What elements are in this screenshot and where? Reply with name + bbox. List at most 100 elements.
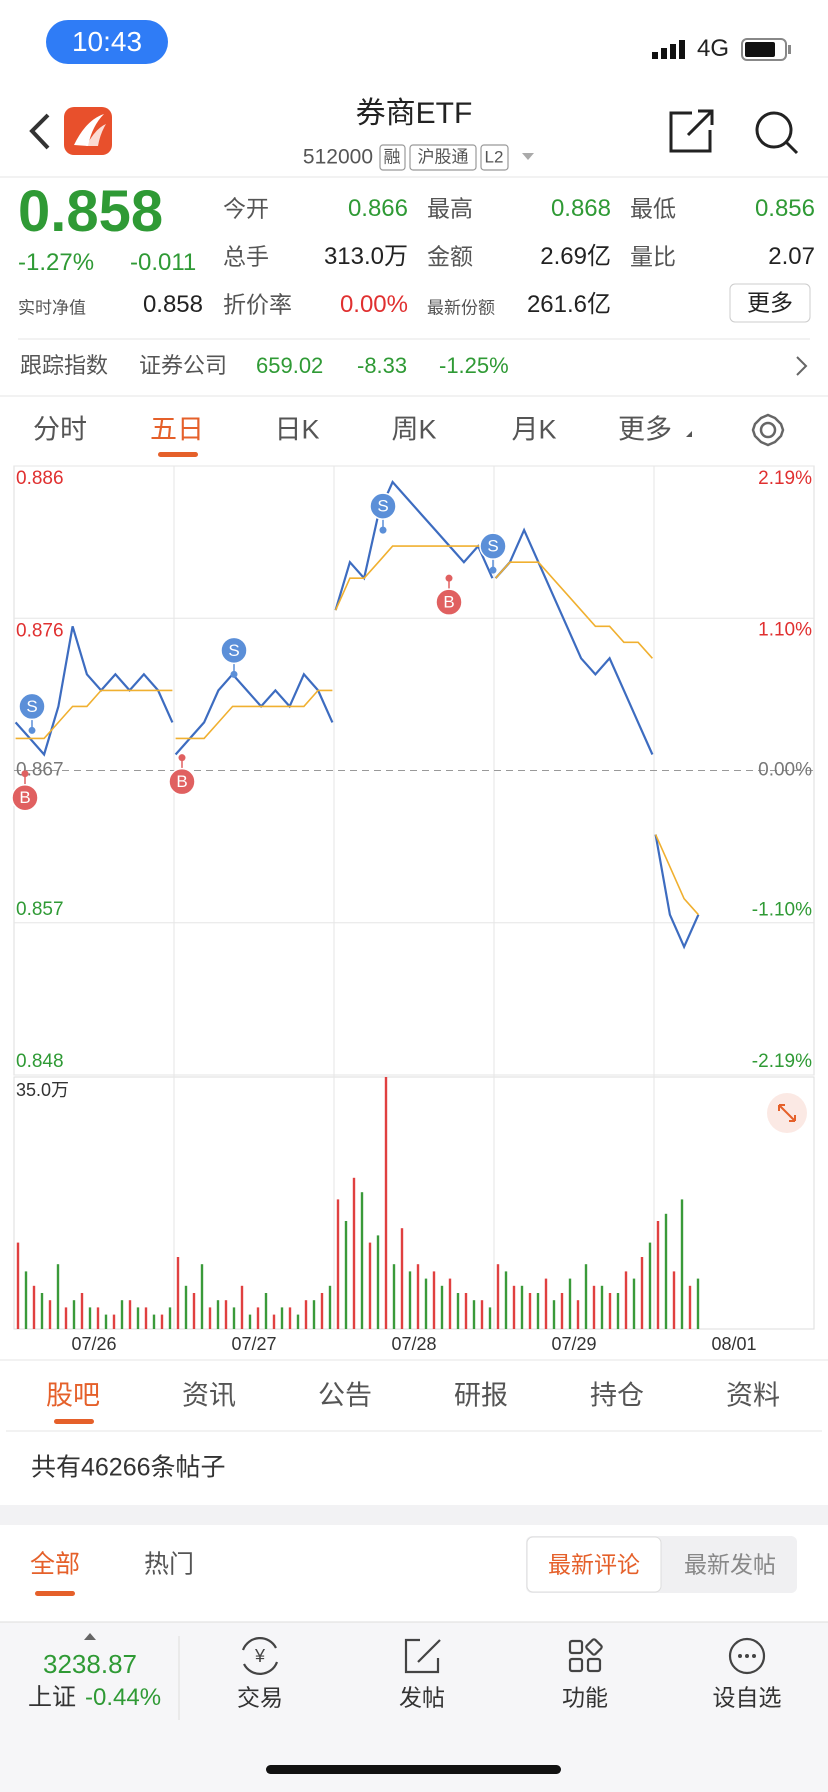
- field-label: 最低: [630, 195, 676, 222]
- y2-tick-label: 0.00%: [758, 760, 812, 781]
- chart-tab[interactable]: 更多: [618, 414, 672, 445]
- volume-bar: [448, 1278, 452, 1329]
- content-tab[interactable]: 资料: [726, 1380, 780, 1411]
- field-label: 量比: [630, 243, 676, 270]
- index-name: 上证: [28, 1684, 76, 1711]
- sort-active[interactable]: [526, 1536, 662, 1593]
- volume-bar: [80, 1293, 84, 1329]
- volume-bar: [480, 1300, 484, 1329]
- content-tab[interactable]: 公告: [318, 1380, 372, 1411]
- marker-dot: [28, 726, 36, 734]
- field-value: 2.07: [768, 243, 815, 270]
- content-tab[interactable]: 股吧: [46, 1380, 100, 1411]
- bar-item[interactable]: 交易: [237, 1684, 283, 1711]
- price-line: [654, 834, 700, 950]
- more-button[interactable]: 更多: [747, 289, 793, 316]
- marker-dot: [445, 574, 453, 582]
- index-value: 3238.87: [43, 1649, 137, 1679]
- volume-bar: [464, 1293, 468, 1329]
- volume-bar: [88, 1307, 92, 1329]
- volume-bar: [296, 1314, 300, 1329]
- chart-tab[interactable]: 日K: [274, 414, 320, 445]
- search-icon[interactable]: [755, 111, 799, 155]
- content-tab[interactable]: 持仓: [590, 1380, 644, 1411]
- volume-bar: [424, 1278, 428, 1329]
- field-label: 总手: [223, 243, 269, 270]
- marker-dot: [379, 526, 387, 534]
- filter[interactable]: 热门: [143, 1550, 195, 1579]
- sort-option[interactable]: 最新评论: [548, 1551, 640, 1578]
- sort-option[interactable]: 最新发帖: [684, 1551, 776, 1578]
- field-label: 金额: [427, 243, 473, 270]
- chart-tab[interactable]: 周K: [391, 414, 437, 445]
- dropdown-icon[interactable]: [522, 153, 534, 160]
- volume-bar: [192, 1293, 196, 1329]
- chart-tab[interactable]: 分时: [33, 414, 87, 445]
- volume-bar: [176, 1257, 180, 1329]
- marker-dot: [230, 670, 238, 678]
- trade-icon[interactable]: ¥: [241, 1637, 279, 1675]
- settings-icon[interactable]: [751, 413, 785, 447]
- share-icon[interactable]: [669, 109, 714, 153]
- function-icon[interactable]: [568, 1638, 603, 1673]
- volume-bar: [232, 1307, 236, 1329]
- marker-dot: [489, 566, 497, 574]
- volume-bar: [352, 1177, 356, 1329]
- change: -0.011: [130, 249, 197, 276]
- volume-bar: [496, 1264, 500, 1329]
- volume-bar: [96, 1307, 100, 1329]
- volume-bar: [368, 1242, 372, 1329]
- filter[interactable]: 全部: [29, 1550, 81, 1579]
- expand-icon[interactable]: [767, 1093, 807, 1133]
- trade-marker: [479, 532, 507, 560]
- bar-item[interactable]: 发帖: [399, 1684, 445, 1711]
- back-icon[interactable]: [29, 113, 50, 150]
- volume-bar: [304, 1300, 308, 1329]
- post-count: 共有46266条帖子: [31, 1453, 226, 1482]
- price-line: [174, 672, 334, 756]
- watchlist-icon[interactable]: [728, 1637, 766, 1675]
- field-value: 261.6亿: [526, 291, 611, 318]
- bar-item[interactable]: 设自选: [712, 1684, 782, 1711]
- volume-bar: [208, 1307, 212, 1329]
- x-tick-label: 07/28: [391, 1334, 436, 1354]
- content-tab[interactable]: 资讯: [182, 1380, 236, 1411]
- volume-bar: [608, 1293, 612, 1329]
- volume-bar: [504, 1271, 508, 1329]
- change-pct: -1.27%: [18, 249, 95, 276]
- badge: 融: [383, 147, 401, 167]
- volume-bar: [280, 1307, 284, 1329]
- post-icon[interactable]: [404, 1638, 441, 1674]
- volume-bar: [264, 1293, 268, 1329]
- badge: L2: [484, 147, 504, 167]
- volume-bar: [648, 1242, 652, 1329]
- chevron-icon[interactable]: [796, 356, 808, 376]
- marker-label: S: [228, 641, 239, 660]
- trade-marker: [369, 492, 397, 520]
- field-label: 最高: [427, 195, 473, 222]
- volume-bar: [336, 1199, 340, 1329]
- volume-bar: [696, 1278, 700, 1329]
- price-line: [494, 527, 654, 755]
- volume-bar: [128, 1300, 132, 1329]
- field-value: 0.00%: [339, 291, 408, 318]
- volume-bar: [312, 1300, 316, 1329]
- chart-tab[interactable]: 月K: [511, 414, 557, 445]
- y-tick-label: 0.867: [16, 760, 64, 781]
- field-value: 0.868: [550, 195, 611, 222]
- bar-item[interactable]: 功能: [562, 1684, 608, 1711]
- network: 4G: [697, 35, 730, 62]
- field-label: 最新份额: [427, 298, 495, 318]
- chart-tab[interactable]: 五日: [150, 414, 204, 445]
- volume-bar: [616, 1293, 620, 1329]
- more-button-bg[interactable]: [729, 283, 811, 323]
- trade-marker: [220, 636, 248, 665]
- y2-tick-label: -2.19%: [752, 1051, 812, 1072]
- bottom-bar: [0, 1622, 828, 1792]
- field-value: 0.866: [347, 195, 408, 222]
- volume-bar: [24, 1271, 28, 1329]
- content-tab[interactable]: 研报: [454, 1380, 508, 1411]
- volume-bar: [560, 1293, 564, 1329]
- volume-bar: [112, 1314, 116, 1329]
- volume-bar: [592, 1285, 596, 1329]
